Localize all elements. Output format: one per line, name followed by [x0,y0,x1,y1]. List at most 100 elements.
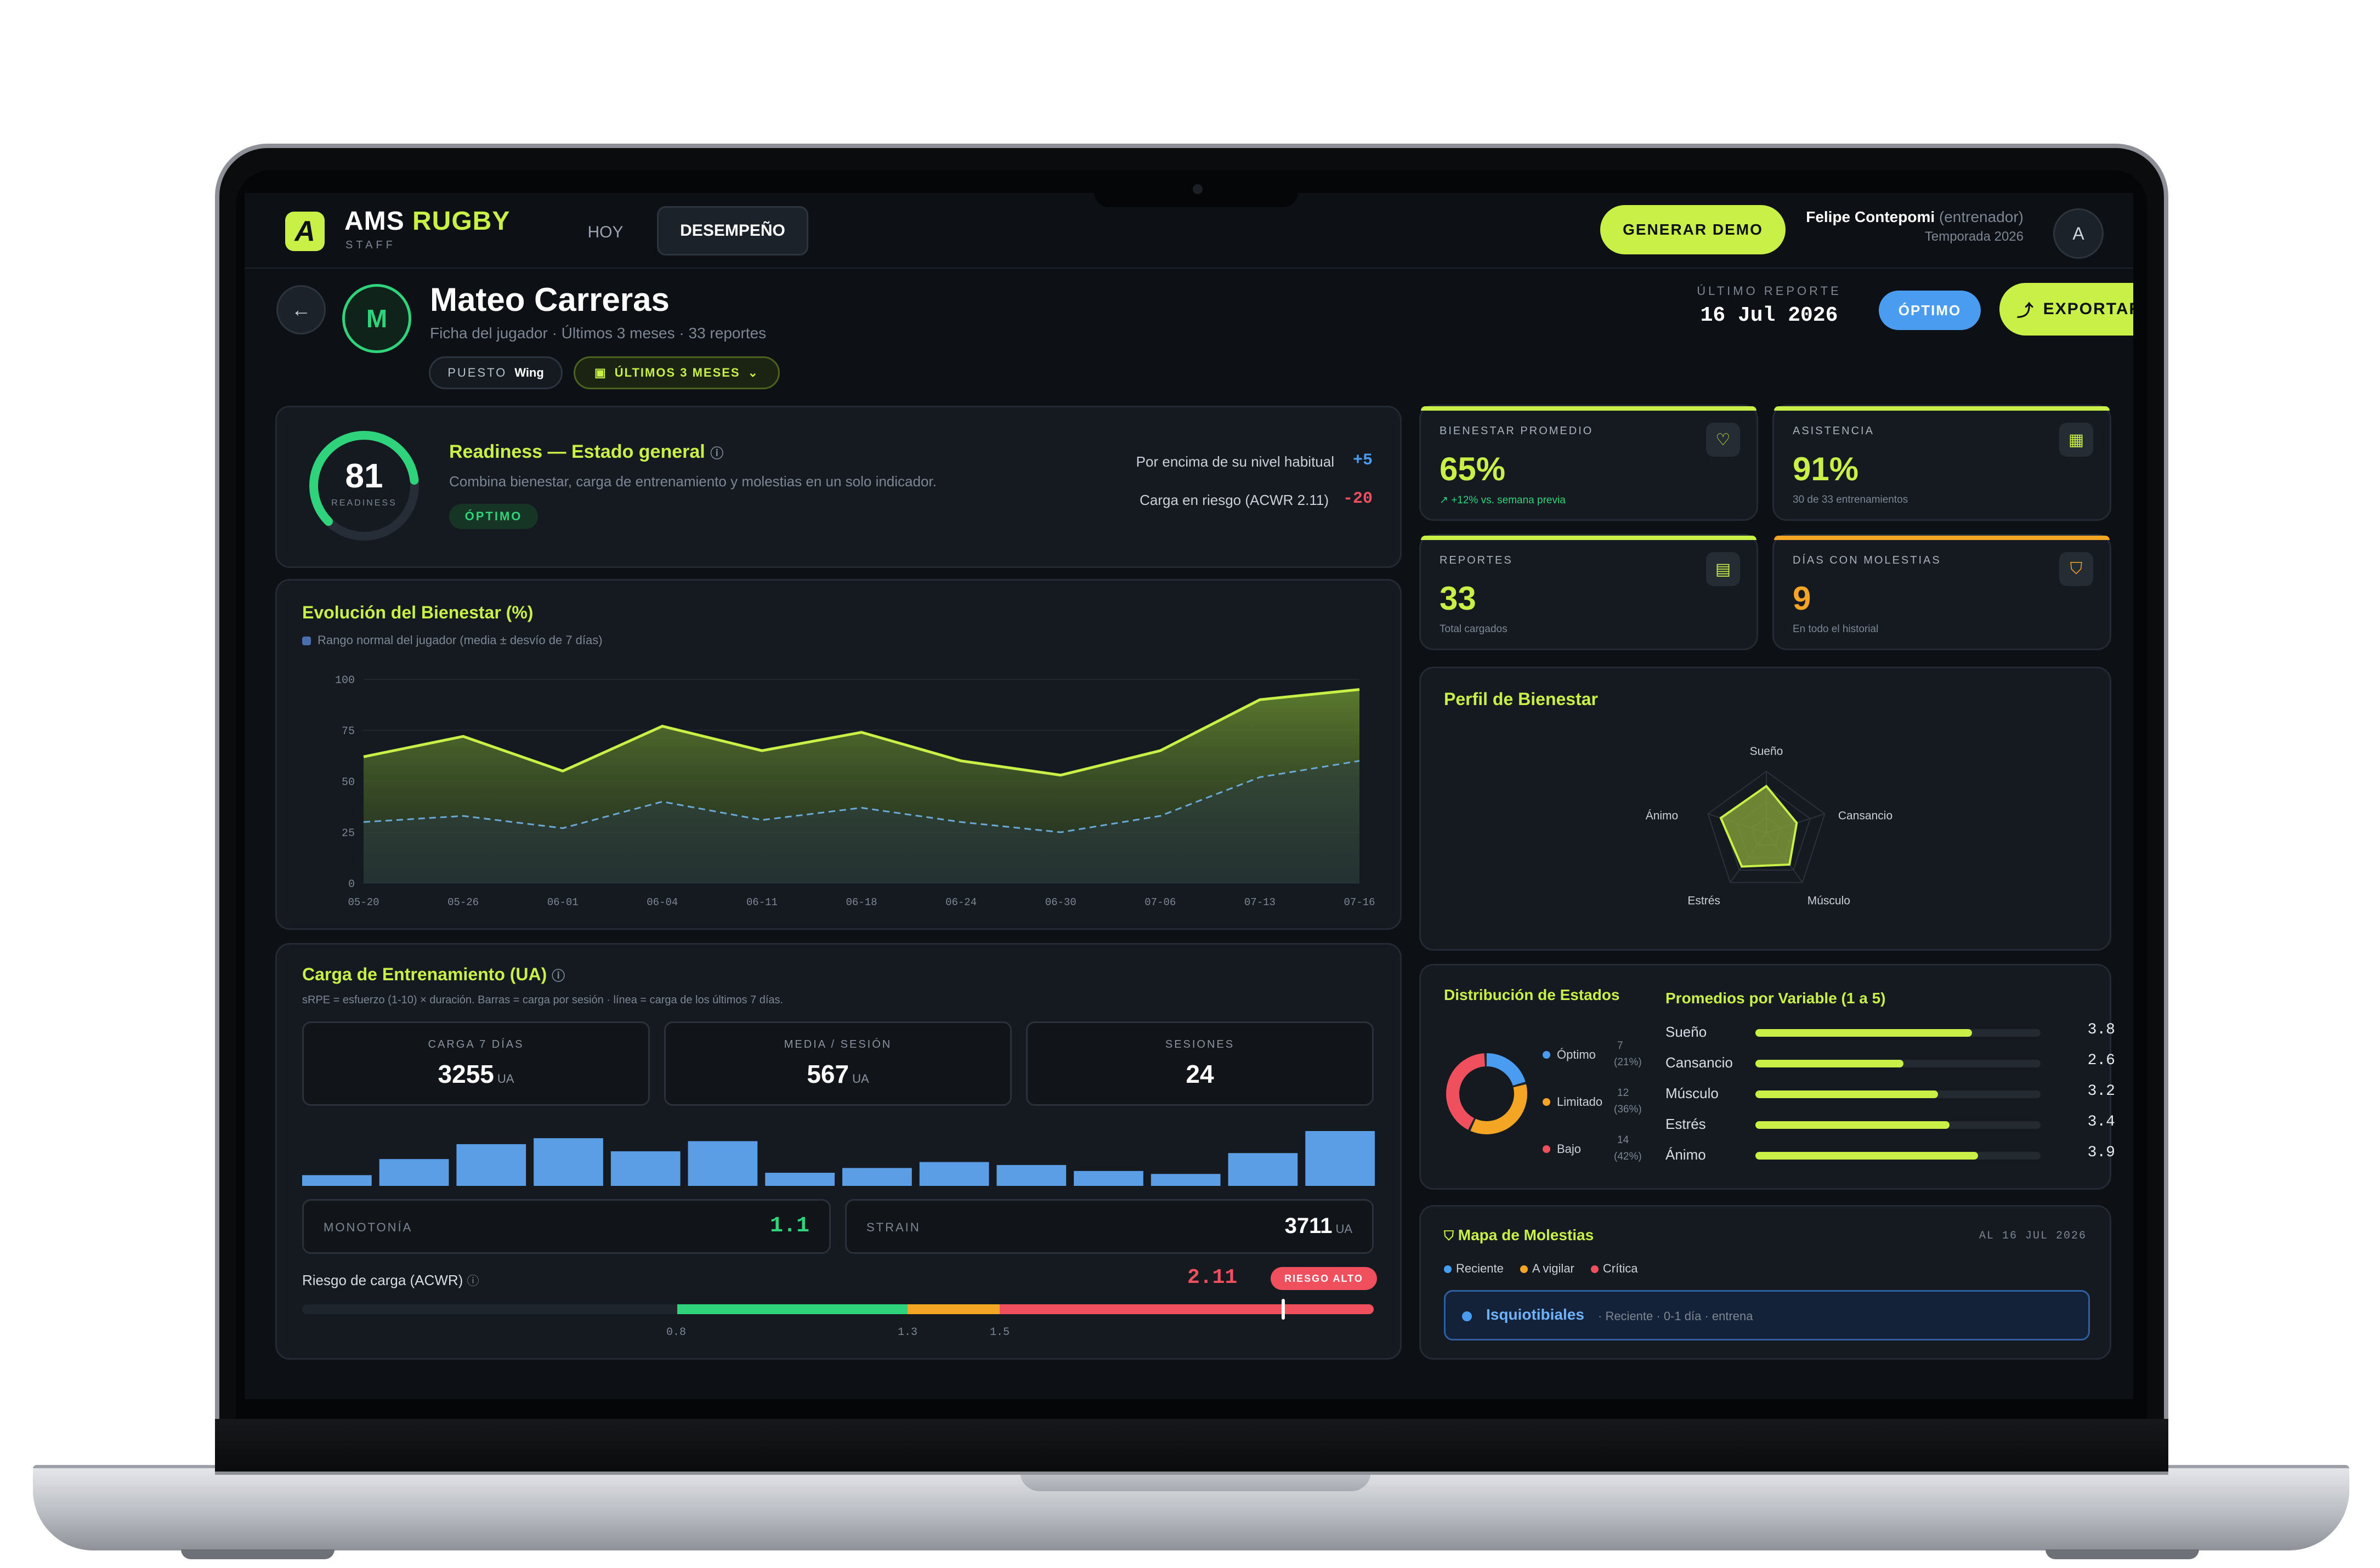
stat-sessions: SESIONES 24 [1026,1021,1374,1106]
kpi-label: ASISTENCIA [1793,425,1874,437]
last-report-date: 16 Jul 2026 [1700,304,1838,327]
kpi-accent-bar [1774,536,2110,540]
readiness-badge: ÓPTIMO [449,504,538,529]
y-tick-label: 100 [335,674,355,687]
stat-unit: UA [497,1072,514,1086]
average-bar-row: Sueño 3.8 [1665,1021,2115,1055]
load-bar [610,1151,681,1186]
app-logo[interactable]: A [285,212,325,251]
legend-item-recent: Reciente [1444,1262,1504,1276]
average-bar-label: Ánimo [1665,1146,1706,1163]
kpi-card-reports: REPORTES ▤ 33 Total cargados [1419,534,1758,650]
acwr-label-text: Riesgo de carga (ACWR) [302,1272,463,1288]
legend-count: 14 [1617,1134,1629,1146]
load-bar [996,1164,1067,1186]
discomfort-date: AL 16 JUL 2026 [1979,1230,2087,1242]
kpi-card-attendance: ASISTENCIA ▦ 91% 30 de 33 entrenamientos [1772,405,2111,521]
readiness-card: 81 READINESS Readiness — Estado general … [275,406,1402,568]
wellbeing-chart: 100 75 50 25 0 05-20 05-26 06-01 06-04 06-11 06-18… [335,674,1375,908]
load-bar [534,1138,603,1186]
status-badge: ÓPTIMO [1879,291,1981,330]
average-bar-value: 3.9 [2087,1144,2115,1161]
share-icon: ⤴ [2016,302,2035,320]
average-bar-track [1755,1090,2041,1098]
last-report-label: ÚLTIMO REPORTE [1697,284,1841,298]
training-load-card: Carga de Entrenamiento (UA) ⓘ sRPE = esf… [275,943,1402,1360]
kpi-card-discomfort-days: DÍAS CON MOLESTIAS ⛉ 9 En todo el histor… [1772,534,2111,650]
generate-demo-button[interactable]: GENERAR DEMO [1600,205,1786,254]
y-tick-label: 75 [342,725,355,738]
header-divider [245,268,2133,269]
average-bar-label: Músculo [1665,1085,1719,1101]
acwr-value: 2.11 [1187,1266,1238,1289]
legend-label: Limitado [1557,1095,1603,1109]
kpi-value: 65% [1440,451,1506,487]
player-avatar: M [342,284,411,353]
radar-axis-label: Estrés [1687,895,1720,907]
radar-title: Perfil de Bienestar [1444,689,1598,709]
readiness-title-text: Readiness — Estado general [449,441,705,462]
app-name: AMS RUGBY [344,206,510,236]
x-tick-label: 06-04 [647,896,678,908]
tab-hoy[interactable]: HOY [587,223,624,241]
average-bar-row: Cansancio 2.6 [1665,1052,2115,1086]
strain-label: STRAIN [866,1220,921,1234]
period-selector[interactable]: ▣ ÚLTIMOS 3 MESES ⌄ [574,356,780,389]
load-bar [1151,1174,1221,1186]
load-bar [842,1168,912,1186]
app-name-part1: AMS [344,207,405,236]
readiness-gauge [309,431,419,541]
discomfort-map-card: ⛉ Mapa de Molestias AL 16 JUL 2026 Recie… [1419,1205,2111,1360]
distribution-title: Distribución de Estados [1444,986,1620,1003]
back-button[interactable]: ← [276,285,326,334]
x-tick-label: 07-16 [1344,896,1375,908]
baseline-line [363,760,1360,833]
avatar[interactable]: A [2053,208,2104,259]
legend-item: Bajo 14 (42%) [1543,1134,1652,1173]
series-line [363,688,1360,777]
info-icon[interactable]: ⓘ [552,969,565,984]
load-title: Carga de Entrenamiento (UA) ⓘ [302,964,565,985]
load-bar [1228,1153,1298,1186]
readiness-row1-label: Por encima de su nivel habitual [1136,453,1334,470]
average-bar-fill [1755,1152,1978,1160]
legend-dot [1520,1265,1528,1274]
kpi-value: 91% [1793,451,1859,487]
distribution-donut-chart [1446,1053,1527,1134]
laptop-foot-right [2045,1549,2199,1559]
tab-desempeno[interactable]: DESEMPEÑO [657,206,808,255]
legend-pct: (21%) [1614,1056,1642,1068]
kpi-label: DÍAS CON MOLESTIAS [1793,554,1941,566]
radar-card: Perfil de Bienestar Sueño Cansancio Múscul… [1419,667,2111,951]
export-button[interactable]: ⤴ EXPORTAR [1999,283,2133,336]
player-meta: Ficha del jugador · Últimos 3 meses · 33… [430,325,767,342]
position-label: PUESTO [447,366,507,379]
kpi-label: REPORTES [1440,554,1513,566]
info-icon[interactable]: ⓘ [467,1274,479,1288]
legend-label: Óptimo [1557,1048,1596,1061]
info-icon[interactable]: ⓘ [710,446,724,461]
legend-label: A vigilar [1532,1262,1574,1275]
legend-label: Bajo [1557,1142,1582,1156]
radar-axis-label: Músculo [1807,895,1850,907]
chevron-down-icon: ⌄ [747,366,760,379]
period-label: ÚLTIMOS 3 MESES [614,366,740,379]
monotony-value: 1.1 [769,1214,809,1239]
monotony-label: MONOTONÍA [324,1220,413,1234]
x-tick-label: 06-24 [945,896,977,908]
acwr-zone-safe [677,1304,908,1314]
average-bar-label: Estrés [1665,1116,1706,1132]
average-bar-value: 3.4 [2087,1113,2115,1130]
average-bar-row: Estrés 3.4 [1665,1113,2115,1147]
stat-label: MEDIA / SESIÓN [784,1038,892,1050]
severity-dot [1462,1311,1472,1321]
legend-item: Limitado 12 (36%) [1543,1087,1652,1126]
arrow-left-icon: ← [291,298,311,321]
average-bar-fill [1755,1060,1904,1067]
legend-dot [1444,1265,1452,1274]
discomfort-item[interactable]: Isquiotibiales · Reciente · 0-1 día · en… [1444,1290,2090,1340]
load-title-text: Carga de Entrenamiento (UA) [302,964,547,984]
average-bar-value: 3.8 [2087,1021,2115,1038]
y-tick-label: 50 [342,776,355,789]
x-tick-label: 07-13 [1244,896,1276,908]
